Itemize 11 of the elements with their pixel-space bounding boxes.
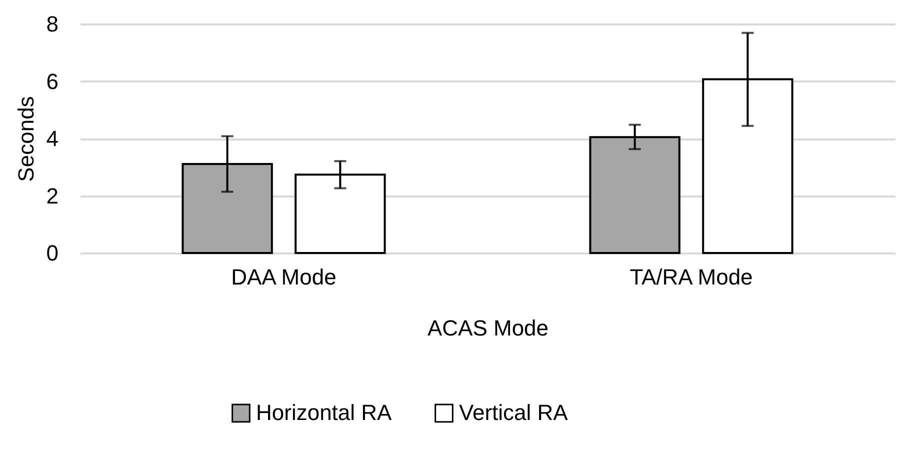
- legend-label: Vertical RA: [459, 400, 568, 426]
- y-tick-label: 2: [46, 183, 58, 208]
- x-axis-title: ACAS Mode: [427, 316, 549, 340]
- x-tick-label: DAA Mode: [231, 264, 336, 290]
- y-axis-title: Seconds: [13, 96, 38, 182]
- y-tick-label: 0: [46, 240, 58, 266]
- y-tick-label: 4: [46, 126, 58, 151]
- x-tick-label: TA/RA Mode: [630, 264, 753, 290]
- y-tick-label: 8: [46, 12, 58, 36]
- legend-label: Horizontal RA: [256, 400, 392, 426]
- y-tick-label: 6: [46, 68, 58, 94]
